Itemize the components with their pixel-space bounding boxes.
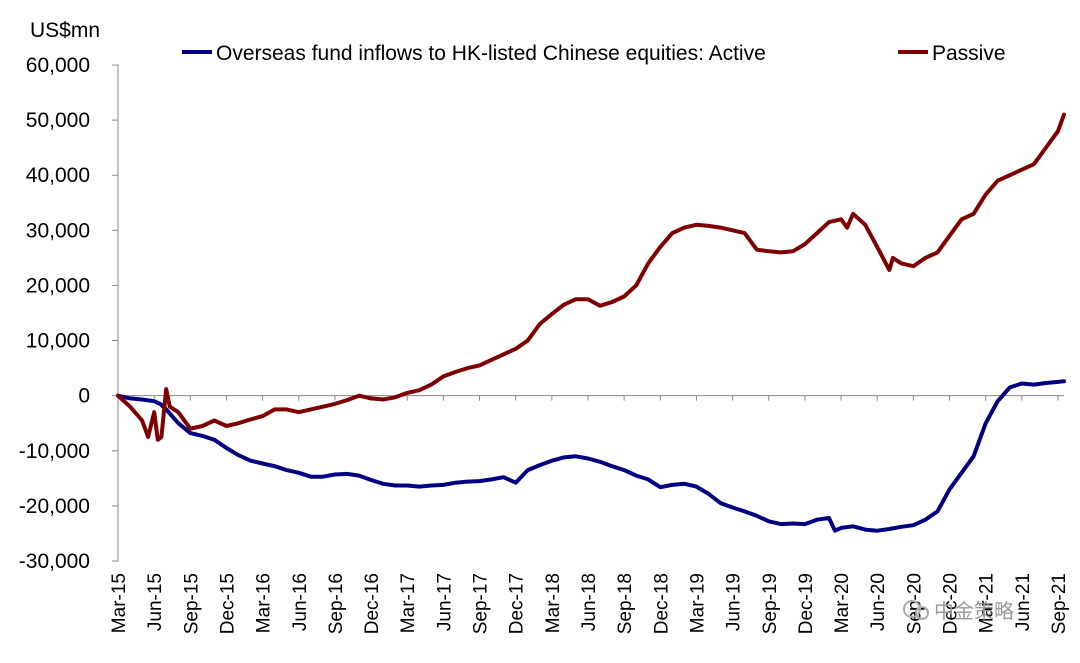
y-tick-label: 0 (78, 385, 90, 408)
x-tick-label: Jun-15 (145, 573, 166, 631)
x-tick-label: Jun-19 (724, 573, 745, 631)
series-line-passive (116, 112, 1066, 442)
y-tick-label: -30,000 (19, 550, 90, 573)
y-tick-label: 10,000 (26, 330, 90, 353)
legend-label-passive: Passive (932, 42, 1006, 65)
legend-label-active: Overseas fund inflows to HK-listed Chine… (216, 42, 766, 65)
x-tick-label: Mar-21 (977, 573, 998, 633)
x-axis: Mar-15 Jun-15 Sep-15 Dec-15 Mar-16 Jun-16 Sep-… (109, 395, 1070, 634)
y-tick-label: 60,000 (26, 54, 90, 77)
y-tick-label: 20,000 (26, 274, 90, 297)
x-tick-label: Jun-20 (868, 573, 889, 631)
x-tick-label: Jun-16 (290, 573, 311, 631)
x-tick-label: Mar-19 (687, 573, 708, 633)
x-tick-label: Mar-18 (543, 573, 564, 633)
legend: Overseas fund inflows to HK-listed Chine… (182, 42, 1006, 65)
y-axis-unit-label: US$mn (30, 19, 100, 42)
x-tick-label: Sep-19 (760, 573, 781, 634)
series-lines (116, 112, 1066, 533)
watermark-text: 中金策略 (934, 600, 1014, 623)
x-tick-label: Jun-18 (579, 573, 600, 631)
x-tick-label: Sep-17 (471, 573, 492, 634)
watermark: 中金策略 (903, 600, 1014, 623)
x-tick-label: Dec-18 (651, 573, 672, 634)
x-tick-label: Dec-19 (796, 573, 817, 634)
x-tick-label: Mar-15 (109, 573, 130, 633)
x-tick-label: Jun-21 (1013, 573, 1034, 631)
series-line-active (116, 379, 1066, 533)
y-axis: 60,000 50,000 40,000 30,000 20,000 10,000 0 -10… (19, 54, 118, 573)
y-tick-label: 50,000 (26, 109, 90, 132)
x-tick-label: Dec-16 (362, 573, 383, 634)
y-tick-label: -10,000 (19, 440, 90, 463)
watermark-icon (903, 600, 921, 618)
x-tick-label: Mar-20 (832, 573, 853, 633)
x-tick-label: Sep-16 (326, 573, 347, 634)
y-tick-label: 30,000 (26, 219, 90, 242)
watermark-icon-bubble (915, 606, 929, 620)
x-tick-label: Sep-18 (615, 573, 636, 634)
x-tick-label: Sep-20 (904, 573, 925, 634)
x-tick-label: Sep-21 (1049, 573, 1070, 634)
axes (117, 65, 1064, 561)
y-tick-label: 40,000 (26, 164, 90, 187)
x-tick-label: Mar-16 (254, 573, 275, 633)
y-tick-label: -20,000 (19, 495, 90, 518)
x-tick-label: Sep-15 (181, 573, 202, 634)
x-tick-label: Jun-17 (434, 573, 455, 631)
x-tick-label: Dec-17 (507, 573, 528, 634)
x-tick-label: Mar-17 (398, 573, 419, 633)
x-tick-label: Dec-20 (941, 573, 962, 634)
x-tick-label: Dec-15 (217, 573, 238, 634)
